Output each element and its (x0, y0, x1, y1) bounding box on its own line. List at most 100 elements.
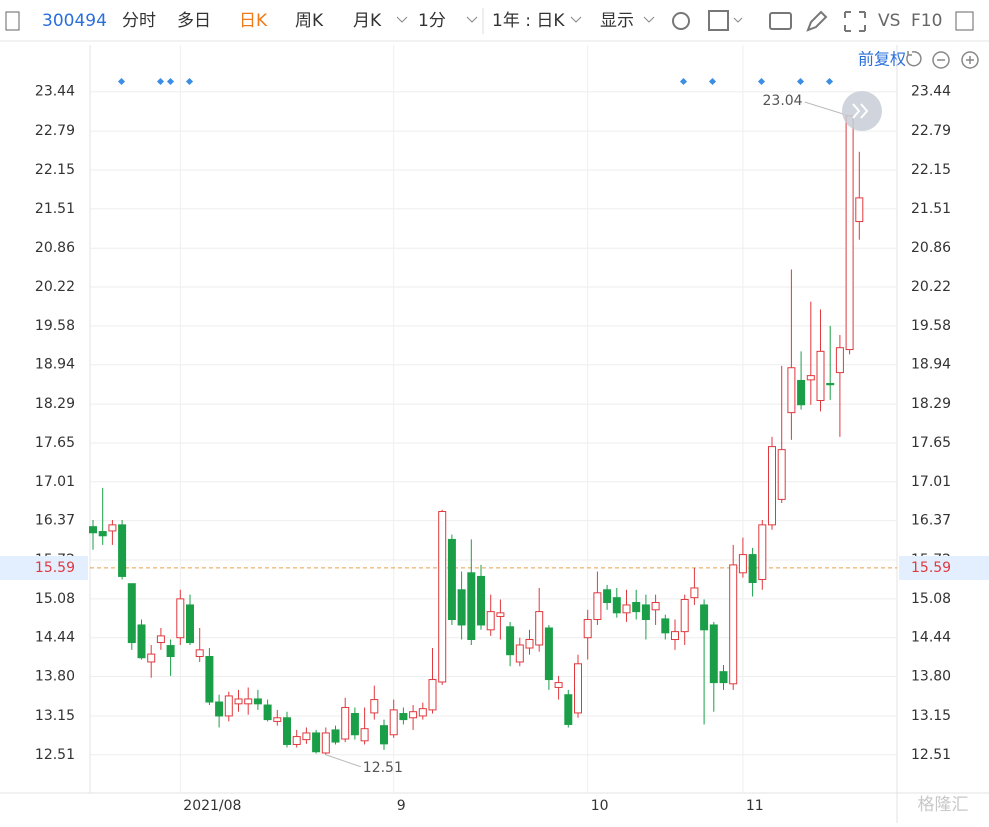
candle-body (806, 375, 815, 381)
scroll-button-arrow (852, 103, 869, 119)
tab[interactable]: 显示 (600, 11, 634, 31)
candle-body (738, 554, 747, 574)
tool[interactable]: F10 (911, 11, 942, 31)
crosshair-label-bg (899, 555, 989, 580)
candle-body (467, 572, 476, 641)
candle-body (302, 732, 311, 741)
y-tick-label-right: 19.58 (911, 318, 951, 334)
chevron (466, 16, 478, 23)
icon[interactable] (955, 11, 974, 31)
event-marker[interactable] (708, 77, 717, 86)
candle-body (331, 729, 340, 743)
candle-body (477, 575, 485, 626)
event-marker[interactable] (156, 77, 165, 86)
event-marker[interactable] (679, 77, 688, 86)
crosshair-label: 15.59 (35, 560, 75, 576)
candle-body (709, 624, 718, 684)
icon[interactable] (5, 11, 20, 31)
event-marker[interactable] (825, 77, 834, 86)
event-marker[interactable] (166, 77, 175, 86)
candle-body (758, 524, 767, 580)
y-tick-label: 21.51 (35, 201, 75, 217)
candle-body (544, 627, 553, 681)
y-tick-label: 22.15 (35, 162, 75, 178)
event-marker[interactable] (796, 77, 805, 86)
camera-icon[interactable] (769, 12, 792, 30)
candle-body (506, 626, 515, 656)
candle-body (748, 554, 757, 583)
max-label: 23.04 (763, 93, 803, 109)
x-tick-label: 2021/08 (183, 798, 241, 814)
candle-body (496, 612, 505, 617)
candle-body (457, 589, 466, 626)
y-tick-label-right: 22.15 (911, 162, 951, 178)
candle-body (525, 639, 534, 649)
y-tick-label: 23.44 (35, 84, 75, 100)
candle-body (826, 383, 835, 386)
event-marker[interactable] (757, 77, 766, 86)
y-tick-label: 22.79 (35, 123, 75, 139)
candle-body (651, 602, 660, 611)
candle-body (680, 598, 689, 633)
y-tick-label-right: 17.01 (911, 474, 951, 490)
x-tick-label: 9 (397, 798, 406, 814)
candle-body (273, 717, 282, 722)
candle-body (253, 698, 262, 705)
candle-body (108, 524, 117, 532)
candle-body (574, 663, 582, 714)
y-tick-label-right: 14.44 (911, 630, 951, 646)
tab[interactable]: 多日 (177, 11, 211, 31)
candle-body (118, 524, 127, 577)
scroll-button[interactable] (842, 91, 882, 131)
undo-icon[interactable] (906, 50, 922, 67)
tab-active[interactable]: 日K (239, 11, 268, 31)
candle-body (583, 618, 592, 639)
tab[interactable]: 1年 : 日K (492, 11, 565, 31)
zoom-in-icon[interactable] (961, 51, 979, 69)
tab[interactable]: 月K (353, 11, 382, 31)
candle-body (244, 698, 253, 705)
max-pointer (804, 101, 850, 117)
chevron (396, 16, 408, 23)
y-tick-label-right: 12.51 (911, 747, 951, 763)
candle-body (341, 706, 350, 740)
y-tick-label: 20.22 (35, 279, 75, 295)
y-tick-label: 12.51 (35, 747, 75, 763)
candle-body (690, 587, 699, 599)
x-tick-label: 11 (746, 798, 764, 814)
square-icon[interactable] (708, 10, 729, 31)
y-tick-label: 18.94 (35, 357, 75, 373)
candle-body (215, 701, 224, 717)
expand-icon[interactable] (844, 11, 866, 32)
y-tick-label-right: 18.94 (911, 357, 951, 373)
tab[interactable]: 周K (295, 11, 324, 31)
tab[interactable]: 分时 (122, 11, 156, 31)
candle-body (700, 604, 709, 631)
candle-body (389, 709, 398, 736)
event-marker[interactable] (117, 77, 126, 86)
pencil-icon[interactable] (806, 10, 828, 32)
event-marker[interactable] (185, 77, 194, 86)
candle-body (137, 624, 146, 659)
candle-body (603, 589, 612, 604)
min-pointer (325, 754, 361, 768)
candle-body (399, 713, 408, 721)
candle-body (205, 656, 214, 703)
zoom-in-icon (966, 56, 974, 64)
candle-body (195, 649, 204, 658)
candle-body (438, 511, 447, 683)
zoom-out-icon[interactable] (932, 51, 950, 69)
y-tick-label-right: 21.51 (911, 201, 951, 217)
settings-icon[interactable] (672, 12, 690, 30)
tool[interactable]: VS (878, 11, 900, 31)
candle-body (564, 694, 573, 725)
candle-body (380, 725, 388, 745)
y-tick-label: 19.58 (35, 318, 75, 334)
adjust-button[interactable]: 前复权 (858, 50, 906, 69)
candle-body (486, 611, 495, 631)
candle-body (224, 695, 233, 717)
tab[interactable]: 1分 (418, 11, 446, 31)
candle-body (370, 699, 379, 714)
